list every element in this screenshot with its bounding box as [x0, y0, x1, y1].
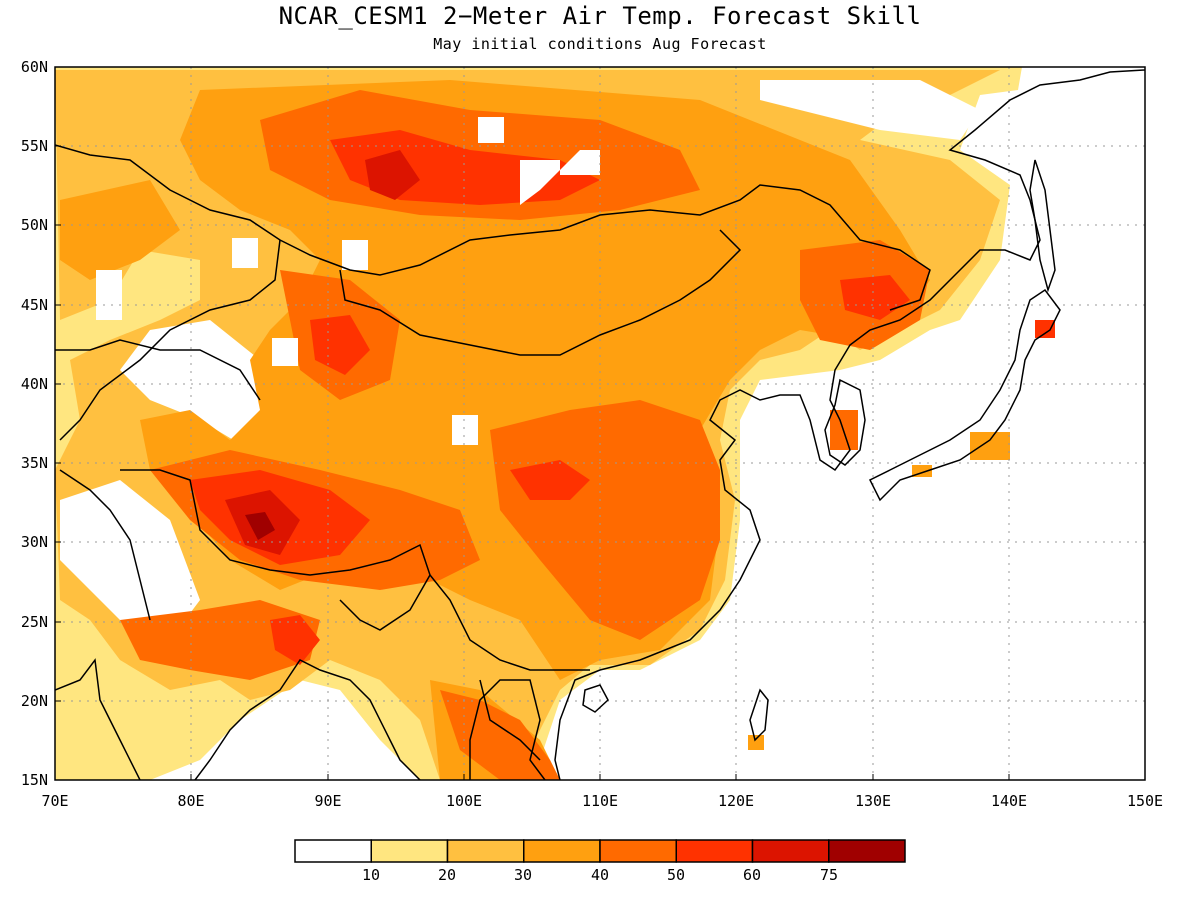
lon-label: 100E — [445, 792, 483, 810]
lat-label: 15N — [20, 771, 48, 789]
map-gridlines — [55, 67, 1145, 780]
skill-cell-hokkaido — [1035, 320, 1055, 338]
colorbar-swatch — [446, 839, 525, 863]
lat-label: 30N — [20, 533, 48, 551]
colorbar-label: 60 — [742, 866, 762, 884]
skill-region-50-60-bengal — [270, 615, 320, 665]
border-himalaya — [120, 469, 431, 631]
skill-region-50-60-xinjiang — [310, 315, 370, 375]
masked-cell — [232, 238, 258, 268]
coastline-arabian-sea — [55, 658, 141, 780]
low-skill-patch-india — [60, 480, 200, 640]
sakhalin-coastline — [1029, 159, 1056, 293]
chart-title: NCAR_CESM1 2−Meter Air Temp. Forecast Sk… — [278, 2, 922, 30]
colorbar-swatch — [828, 839, 906, 863]
korea-coastline — [824, 378, 866, 466]
skill-region-60-75-north — [365, 150, 420, 200]
border-russia-china — [55, 144, 931, 311]
lat-label: 50N — [20, 216, 48, 234]
border-indochina — [479, 679, 541, 761]
skill-cell-taiwan — [748, 735, 764, 750]
skill-region-40-50-east — [490, 400, 720, 640]
skill-cell-sumatra — [395, 735, 411, 747]
taiwan-coastline — [749, 688, 769, 742]
masked-cell — [452, 415, 478, 445]
chart-subtitle: May initial conditions Aug Forecast — [433, 35, 767, 53]
lat-label: 55N — [20, 137, 48, 155]
masked-cell — [96, 270, 122, 320]
skill-region-50-60-east — [510, 460, 590, 500]
border-mongolia-china — [339, 229, 742, 356]
coastline-southeast-asia — [469, 679, 546, 780]
masked-cell — [478, 117, 504, 143]
lon-label: 130E — [854, 792, 892, 810]
lon-label: 70E — [41, 792, 69, 810]
colorbar — [294, 839, 906, 863]
skill-region-30-40-west — [60, 180, 180, 280]
lon-label: 150E — [1126, 792, 1164, 810]
lat-label: 60N — [20, 58, 48, 76]
coastlines-and-borders — [55, 69, 1145, 780]
low-skill-patch-north — [760, 80, 980, 140]
colorbar-swatch — [294, 839, 372, 863]
border-india-pakistan — [59, 469, 151, 621]
lat-label: 35N — [20, 454, 48, 472]
lat-label: 20N — [20, 692, 48, 710]
map-ticks — [55, 145, 1010, 780]
masked-baikal — [520, 150, 600, 205]
skill-cell-honshu — [970, 432, 1010, 460]
colorbar-label: 20 — [437, 866, 457, 884]
colorbar-label: 75 — [819, 866, 839, 884]
border-central-asia — [55, 339, 261, 401]
colorbar-swatch — [370, 839, 449, 863]
border-china-west — [59, 239, 281, 441]
lat-label: 45N — [20, 296, 48, 314]
coastline-bay-of-bengal — [194, 659, 421, 780]
low-skill-patch-kazakh — [120, 320, 270, 450]
coastline-east-asia — [554, 69, 1145, 780]
japan-coastline — [868, 288, 1061, 502]
masked-cell — [342, 240, 368, 270]
colorbar-swatch — [523, 839, 601, 863]
colorbar-swatch — [751, 839, 830, 863]
colorbar-label: 40 — [590, 866, 610, 884]
colorbar-swatch — [599, 839, 677, 863]
skill-region-75-plus — [245, 512, 275, 540]
lon-label: 140E — [990, 792, 1028, 810]
lon-label: 120E — [717, 792, 755, 810]
hainan-coastline — [582, 684, 609, 713]
colorbar-label: 50 — [666, 866, 686, 884]
border-china-south — [429, 574, 590, 671]
lon-label: 80E — [177, 792, 205, 810]
lon-label: 90E — [314, 792, 342, 810]
colorbar-label: 10 — [361, 866, 381, 884]
lat-label: 40N — [20, 375, 48, 393]
lon-label: 110E — [581, 792, 619, 810]
lat-label: 25N — [20, 613, 48, 631]
colorbar-swatch — [675, 839, 754, 863]
colorbar-label: 30 — [513, 866, 533, 884]
masked-cell — [272, 338, 298, 366]
skill-shading — [55, 67, 1145, 780]
